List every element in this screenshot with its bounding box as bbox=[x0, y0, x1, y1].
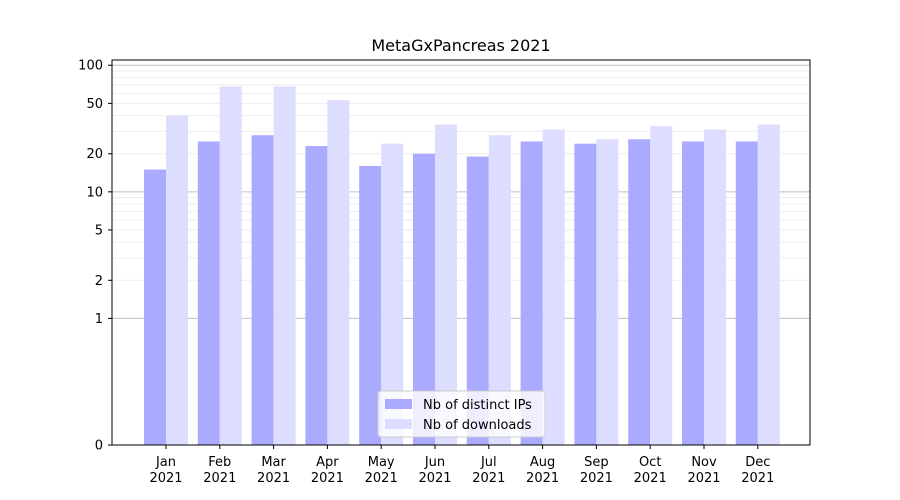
x-tick-label-month: Oct bbox=[639, 455, 661, 470]
legend-label: Nb of distinct IPs bbox=[423, 398, 532, 413]
x-tick-label-month: Jan bbox=[155, 455, 176, 470]
bar-downloads bbox=[704, 129, 726, 445]
bar-distinct-ips bbox=[735, 141, 758, 445]
x-axis: Jan2021Feb2021Mar2021Apr2021May2021Jun20… bbox=[149, 445, 774, 486]
x-tick-label-year: 2021 bbox=[741, 471, 774, 486]
x-tick-label-year: 2021 bbox=[687, 471, 720, 486]
x-tick-label-year: 2021 bbox=[257, 471, 290, 486]
legend-swatch bbox=[385, 399, 412, 409]
bar-distinct-ips bbox=[574, 143, 597, 445]
legend-swatch bbox=[385, 419, 412, 429]
bars bbox=[144, 86, 780, 446]
y-tick-label: 20 bbox=[86, 147, 103, 162]
x-tick-label-month: Apr bbox=[316, 455, 339, 470]
x-tick-label-month: May bbox=[368, 455, 395, 470]
y-tick-label: 1 bbox=[95, 312, 103, 327]
x-tick-label-year: 2021 bbox=[149, 471, 182, 486]
bar-downloads bbox=[273, 86, 296, 445]
bar-downloads bbox=[327, 100, 350, 445]
bar-distinct-ips bbox=[520, 141, 543, 445]
x-tick-label-year: 2021 bbox=[203, 471, 236, 486]
x-tick-label-month: Mar bbox=[261, 455, 286, 470]
legend: Nb of distinct IPs Nb of downloads bbox=[377, 390, 546, 438]
x-tick-label-year: 2021 bbox=[580, 471, 613, 486]
chart-title: MetaGxPancreas 2021 bbox=[371, 36, 550, 55]
bar-distinct-ips bbox=[144, 169, 166, 445]
x-tick-label-month: Jul bbox=[480, 455, 497, 470]
bar-distinct-ips bbox=[628, 139, 651, 445]
bar-downloads bbox=[542, 129, 565, 445]
x-tick-label-month: Nov bbox=[691, 455, 717, 470]
y-tick-label: 0 bbox=[95, 439, 103, 454]
bar-distinct-ips bbox=[359, 165, 382, 446]
x-tick-label-month: Dec bbox=[745, 455, 770, 470]
y-tick-label: 5 bbox=[95, 223, 103, 238]
y-tick-label: 50 bbox=[86, 97, 103, 112]
bar-downloads bbox=[381, 143, 404, 445]
bar-downloads bbox=[488, 135, 511, 445]
x-tick-label-year: 2021 bbox=[634, 471, 667, 486]
y-tick-label: 100 bbox=[78, 59, 103, 74]
x-tick-label-year: 2021 bbox=[311, 471, 344, 486]
plot-frame bbox=[111, 59, 811, 446]
bar-downloads bbox=[435, 124, 457, 445]
x-tick-label-year: 2021 bbox=[365, 471, 398, 486]
y-tick-label: 10 bbox=[86, 185, 103, 200]
x-tick-label-month: Sep bbox=[584, 455, 609, 470]
bar-downloads bbox=[757, 124, 780, 445]
bar-distinct-ips bbox=[682, 141, 704, 445]
bar-downloads bbox=[596, 139, 619, 445]
x-tick-label-month: Feb bbox=[208, 455, 231, 470]
bar-distinct-ips bbox=[413, 153, 435, 446]
bar-downloads bbox=[166, 115, 188, 445]
bar-distinct-ips bbox=[197, 141, 220, 445]
x-tick-label-month: Aug bbox=[530, 455, 555, 470]
x-tick-label-month: Jun bbox=[424, 455, 445, 470]
bar-distinct-ips bbox=[251, 135, 274, 445]
x-tick-label-year: 2021 bbox=[526, 471, 559, 486]
bar-downloads bbox=[219, 86, 242, 445]
y-axis: 0 1 2 5 10 20 50 100 bbox=[78, 59, 112, 454]
x-tick-label-year: 2021 bbox=[418, 471, 451, 486]
x-tick-label-year: 2021 bbox=[472, 471, 505, 486]
y-tick-label: 2 bbox=[95, 274, 103, 289]
legend-label: Nb of downloads bbox=[423, 418, 532, 433]
legend-box bbox=[377, 390, 546, 438]
bar-distinct-ips bbox=[466, 156, 489, 446]
bar-downloads bbox=[650, 126, 673, 446]
bar-distinct-ips bbox=[305, 146, 328, 445]
